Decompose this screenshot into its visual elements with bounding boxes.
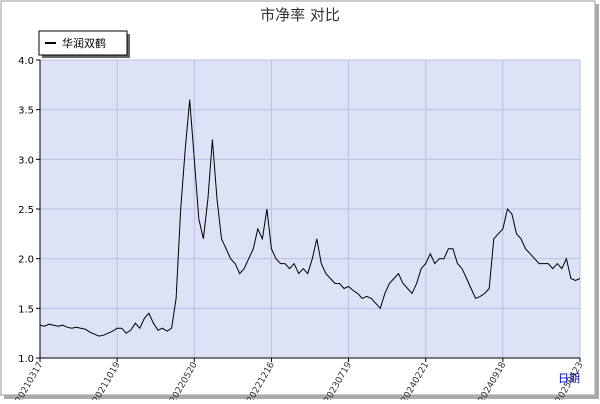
chart-title: 市净率 对比 bbox=[260, 6, 340, 24]
series-line bbox=[39, 99, 581, 337]
y-tick-label: 1.0 bbox=[18, 354, 34, 365]
y-tick-label: 1.5 bbox=[18, 304, 34, 315]
y-tick-label: 2.5 bbox=[18, 205, 34, 216]
x-axis-label: 日期 bbox=[558, 372, 580, 385]
y-tick-label: 3.0 bbox=[18, 155, 34, 166]
frame-shadow bbox=[4, 395, 599, 399]
frame-shadow bbox=[595, 4, 599, 398]
legend-label: 华润双鹤 bbox=[62, 36, 106, 50]
y-tick-label: 2.0 bbox=[18, 255, 34, 266]
y-tick-label: 4.0 bbox=[18, 56, 34, 67]
legend: 华润双鹤 bbox=[38, 30, 130, 58]
y-tick-label: 3.5 bbox=[18, 106, 34, 117]
